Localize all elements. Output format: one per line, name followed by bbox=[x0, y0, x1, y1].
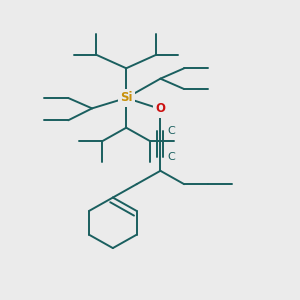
Text: O: O bbox=[155, 103, 165, 116]
Text: C: C bbox=[167, 152, 175, 161]
Text: C: C bbox=[167, 126, 175, 136]
Text: Si: Si bbox=[120, 92, 133, 104]
